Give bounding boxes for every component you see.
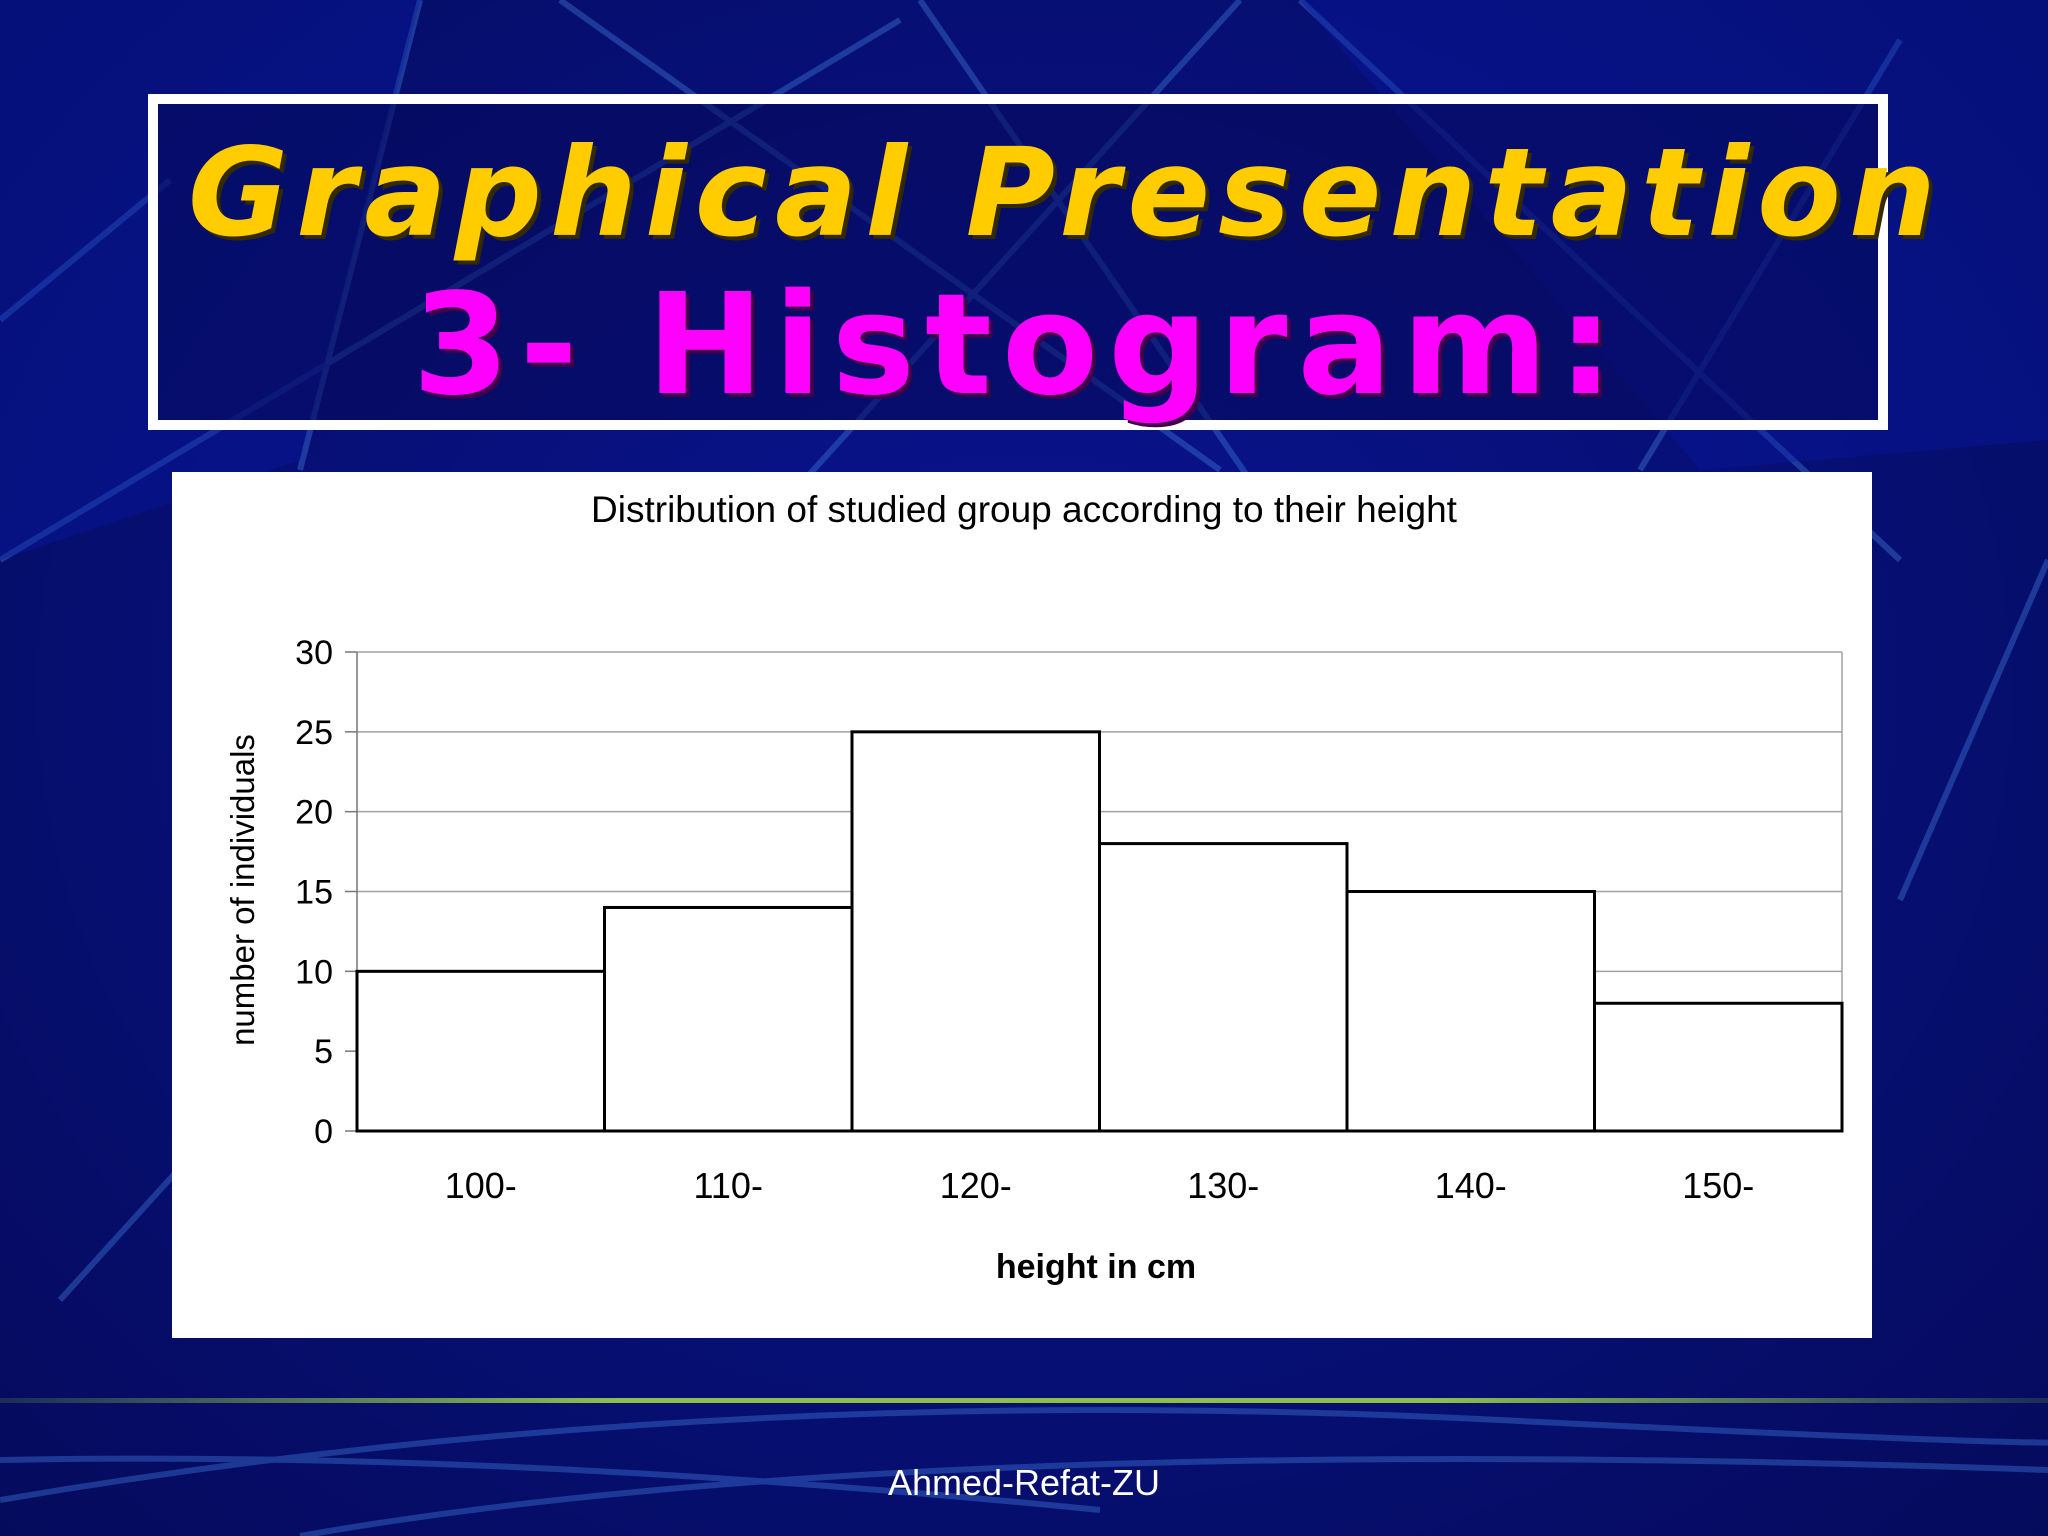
histogram-bar-130 <box>1098 842 1349 1133</box>
slide-subtitle: 3- Histogram: <box>412 264 1624 427</box>
y-tick-label: 30 <box>295 634 333 672</box>
x-tick-label: 120- <box>940 1165 1012 1206</box>
y-tick-label: 0 <box>314 1113 333 1151</box>
title-box: Graphical Presentation 3- Histogram: <box>148 94 1944 430</box>
x-axis-label: height in cm <box>996 1248 1196 1286</box>
histogram-chart: Distribution of studied group according … <box>224 489 1844 1286</box>
x-tick-labels: 100- 110- 120- 130- 140- 150- <box>445 1165 1755 1206</box>
footer-credit: Ahmed-Refat-ZU <box>887 1462 1161 1503</box>
y-tick-labels: 0 5 10 15 20 25 30 <box>295 634 333 1151</box>
histogram-bar-100 <box>355 969 606 1133</box>
x-tick-label: 100- <box>445 1165 517 1206</box>
histogram-bar-150 <box>1593 1001 1844 1133</box>
y-tick-label: 20 <box>295 794 333 832</box>
x-tick-label: 110- <box>694 1165 763 1206</box>
x-tick-label: 140- <box>1435 1165 1507 1206</box>
x-tick-label: 150- <box>1682 1165 1754 1206</box>
y-tick-label: 10 <box>295 953 333 991</box>
y-tick-label: 15 <box>295 874 333 912</box>
x-tick-label: 130- <box>1187 1165 1259 1206</box>
footer-divider <box>0 1398 2048 1403</box>
histogram-bar-140 <box>1345 890 1596 1133</box>
chart-title: Distribution of studied group according … <box>591 489 1458 530</box>
y-tick-label: 25 <box>295 714 333 752</box>
chart-panel: Distribution of studied group according … <box>172 472 1872 1338</box>
histogram-bar-110 <box>603 905 854 1133</box>
y-tick-label: 5 <box>314 1033 333 1071</box>
slide-title: Graphical Presentation <box>188 122 1944 264</box>
bars <box>355 730 1844 1133</box>
y-axis-label: number of individuals <box>224 734 261 1046</box>
histogram-bar-120 <box>850 730 1101 1133</box>
